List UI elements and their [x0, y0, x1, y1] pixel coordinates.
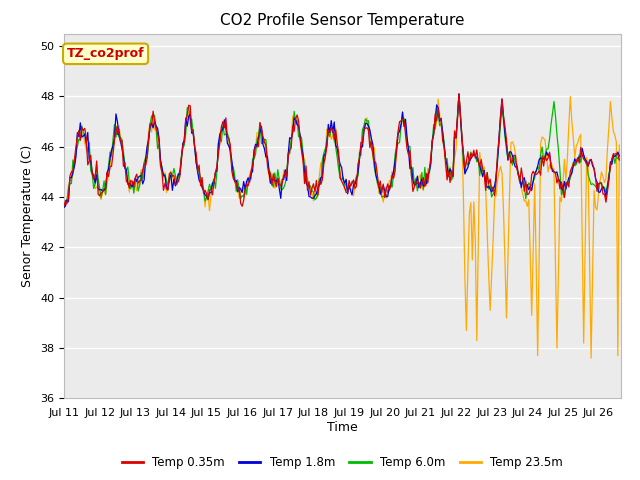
Title: CO2 Profile Sensor Temperature: CO2 Profile Sensor Temperature	[220, 13, 465, 28]
Text: TZ_co2prof: TZ_co2prof	[67, 48, 145, 60]
Legend: Temp 0.35m, Temp 1.8m, Temp 6.0m, Temp 23.5m: Temp 0.35m, Temp 1.8m, Temp 6.0m, Temp 2…	[117, 452, 568, 474]
X-axis label: Time: Time	[327, 421, 358, 434]
Y-axis label: Senor Temperature (C): Senor Temperature (C)	[22, 145, 35, 287]
